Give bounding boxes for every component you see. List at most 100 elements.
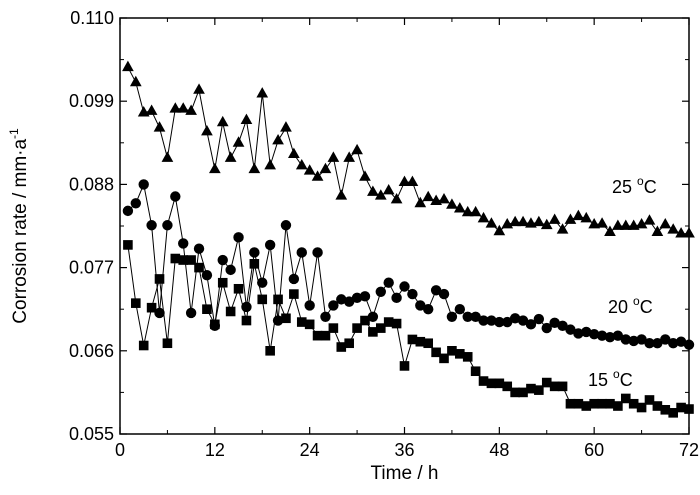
data-point-circle: [312, 247, 323, 258]
data-point-square: [241, 315, 252, 326]
data-point-square: [541, 377, 552, 388]
y-tick-label: 0.066: [69, 341, 114, 361]
data-point-triangle: [248, 162, 261, 174]
data-point-square: [123, 240, 133, 250]
data-point-triangle: [588, 217, 601, 229]
data-point-triangle: [272, 134, 284, 145]
data-point-circle: [154, 307, 165, 319]
data-point-square: [628, 398, 639, 409]
y-tick-label: 0.055: [69, 424, 114, 444]
data-point-square: [312, 330, 323, 341]
data-point-triangle: [145, 104, 158, 115]
data-point-triangle: [319, 162, 332, 174]
data-point-circle: [446, 311, 458, 322]
x-tick-label: 60: [584, 440, 604, 460]
data-point-circle: [138, 179, 149, 190]
data-point-triangle: [177, 102, 190, 113]
y-tick-label: 0.077: [69, 258, 114, 278]
data-point-circle: [454, 304, 466, 315]
data-point-square: [336, 342, 347, 352]
data-point-square: [597, 398, 607, 409]
data-point-square: [478, 376, 489, 386]
data-point-circle: [494, 316, 505, 328]
data-point-triangle: [461, 205, 474, 217]
data-point-square: [328, 323, 339, 333]
data-point-triangle: [367, 185, 379, 196]
data-point-square: [518, 387, 528, 398]
data-point-triangle: [398, 175, 411, 187]
data-point-triangle: [643, 214, 656, 225]
data-point-circle: [502, 316, 513, 328]
data-point-square: [265, 346, 275, 356]
data-point-square: [613, 401, 623, 411]
data-point-circle: [415, 300, 426, 311]
data-point-circle: [581, 326, 592, 338]
data-point-square: [304, 319, 315, 330]
data-point-circle: [486, 315, 497, 326]
series-label-15c-degree: o: [613, 367, 620, 381]
y-tick-label: 0.110: [70, 8, 114, 28]
series-label-20c-degree: o: [633, 294, 640, 308]
data-point-triangle: [343, 151, 356, 162]
data-point-triangle: [683, 227, 695, 238]
data-point-square: [494, 378, 505, 389]
series-label-25c-main: 25: [612, 177, 637, 197]
series-circle: [122, 179, 695, 350]
series-label-15c-unit: C: [620, 370, 633, 390]
data-point-triangle: [517, 215, 529, 227]
data-point-square: [636, 402, 647, 413]
data-point-circle: [185, 307, 197, 319]
data-point-triangle: [256, 87, 269, 98]
data-point-square: [439, 353, 449, 364]
data-point-circle: [336, 294, 347, 305]
data-point-triangle: [422, 190, 435, 202]
data-point-square: [162, 338, 173, 349]
data-point-square: [257, 294, 268, 305]
data-point-triangle: [351, 143, 363, 155]
data-point-circle: [549, 317, 560, 329]
data-point-square: [131, 298, 141, 308]
data-point-triangle: [208, 162, 221, 174]
data-point-circle: [249, 247, 260, 258]
data-point-square: [320, 330, 331, 341]
data-point-circle: [288, 273, 300, 285]
data-point-triangle: [359, 170, 371, 181]
data-point-circle: [533, 313, 545, 325]
data-point-circle: [604, 331, 616, 343]
data-point-square: [486, 378, 497, 389]
data-point-square: [170, 253, 181, 264]
data-point-triangle: [295, 158, 308, 170]
x-tick-label: 48: [489, 440, 509, 460]
data-point-square: [360, 315, 370, 326]
data-point-square: [534, 385, 544, 395]
axis-ticks: 0 12 24 36 48 60 72 0.055 0.066 0.077 0.088 0.099 0.…: [69, 8, 699, 460]
data-point-circle: [644, 338, 655, 349]
series-label-20c-unit: C: [640, 297, 653, 317]
data-point-circle: [146, 220, 157, 231]
data-point-triangle: [335, 189, 348, 200]
data-point-square: [194, 262, 204, 273]
data-point-circle: [628, 335, 639, 347]
data-point-square: [652, 401, 663, 411]
data-point-square: [660, 404, 671, 415]
data-point-circle: [517, 315, 529, 326]
data-point-triangle: [604, 225, 616, 236]
data-point-square: [455, 349, 465, 359]
data-point-circle: [343, 296, 355, 307]
data-point-circle: [351, 292, 363, 304]
data-point-square: [549, 381, 560, 392]
data-point-triangle: [169, 102, 182, 113]
data-point-circle: [423, 304, 434, 315]
data-point-square: [368, 327, 378, 337]
series-line: [127, 66, 689, 235]
data-point-square: [573, 398, 584, 409]
data-point-triangle: [288, 147, 300, 159]
data-point-triangle: [153, 121, 166, 132]
data-point-square: [470, 366, 481, 377]
data-point-square: [233, 283, 244, 294]
data-point-square: [415, 336, 426, 347]
x-tick-label: 12: [205, 440, 225, 460]
data-point-triangle: [635, 217, 648, 229]
data-point-triangle: [201, 124, 213, 136]
